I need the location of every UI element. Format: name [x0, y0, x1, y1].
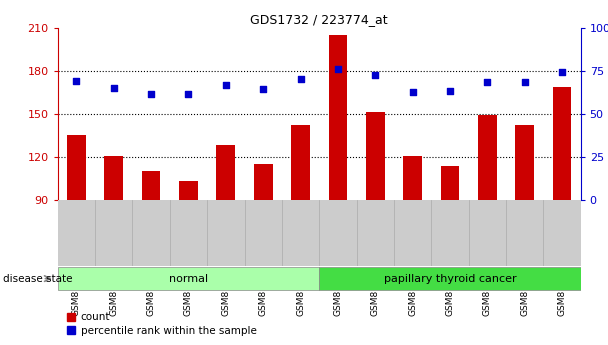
Point — [333, 67, 343, 72]
Bar — [403, 156, 422, 200]
Point — [147, 91, 156, 97]
Bar — [105, 156, 123, 200]
FancyBboxPatch shape — [58, 267, 319, 290]
Point — [258, 87, 268, 92]
Text: papillary thyroid cancer: papillary thyroid cancer — [384, 274, 516, 284]
Point — [184, 91, 193, 97]
Bar — [291, 125, 310, 200]
Point — [557, 69, 567, 75]
Point — [221, 82, 230, 88]
Point — [445, 88, 455, 93]
Text: disease state: disease state — [3, 274, 72, 284]
FancyBboxPatch shape — [319, 267, 581, 290]
Bar — [441, 166, 459, 200]
Point — [295, 77, 305, 82]
Bar — [216, 146, 235, 200]
Bar — [328, 35, 347, 200]
Bar — [67, 136, 86, 200]
Bar — [366, 112, 384, 200]
Bar — [478, 115, 497, 200]
Point — [72, 78, 81, 83]
Point — [109, 85, 119, 91]
Point — [520, 79, 530, 85]
Point — [482, 79, 492, 85]
Text: normal: normal — [169, 274, 208, 284]
Point — [370, 72, 380, 78]
Legend: count, percentile rank within the sample: count, percentile rank within the sample — [63, 308, 261, 340]
Title: GDS1732 / 223774_at: GDS1732 / 223774_at — [250, 13, 388, 27]
Bar — [254, 164, 272, 200]
Bar — [179, 181, 198, 200]
Bar — [553, 87, 572, 200]
Point — [408, 90, 418, 95]
Bar — [142, 171, 161, 200]
Bar — [515, 125, 534, 200]
